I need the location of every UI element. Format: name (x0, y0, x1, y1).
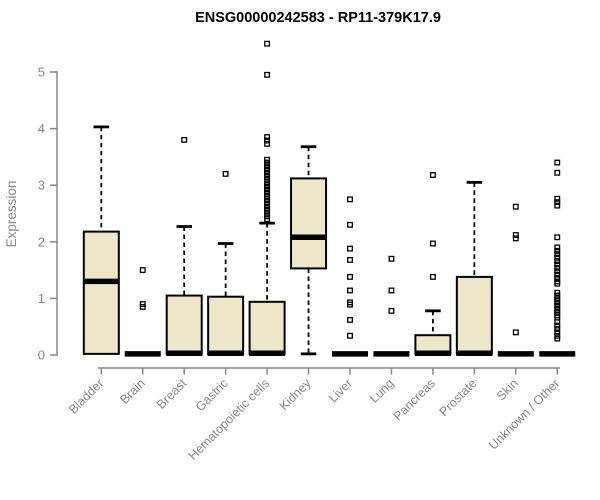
outlier-point (554, 335, 561, 342)
boxplot-kidney (290, 145, 328, 356)
boxplot-breast (165, 136, 203, 357)
boxplot-brain (124, 267, 161, 357)
y-axis-label: Expression (4, 181, 19, 248)
outlier-point (554, 202, 561, 209)
y-tick-label: 4 (38, 121, 45, 136)
outlier-point (264, 71, 271, 78)
outlier-point (554, 319, 561, 326)
y-tick-label: 5 (38, 65, 45, 80)
boxplot-hematopoietic-cells (248, 40, 286, 357)
outlier-point (347, 316, 353, 323)
box (248, 300, 286, 355)
outlier-point (512, 329, 519, 336)
outlier-point (554, 322, 561, 329)
outlier-point (264, 40, 271, 47)
outlier-point (139, 267, 146, 274)
outlier-point (347, 273, 353, 280)
outlier-point (554, 195, 561, 202)
x-tick-label-gastric: Gastric (193, 376, 231, 414)
plot-area: 0 1 2 3 4 5 Bladder Brain Breast GastricHematopoi… (38, 40, 576, 463)
x-tick-label-lung: Lung (367, 376, 397, 406)
chart-title: ENSG00000242583 - RP11-379K17.9 (195, 10, 441, 26)
outlier-point (347, 221, 353, 228)
boxplot-skin (497, 203, 534, 357)
outlier-point (347, 287, 353, 294)
outlier-point (554, 169, 561, 176)
boxplot-prostate (455, 180, 493, 357)
boxplot-lung (373, 255, 410, 357)
x-tick-label-liver: Liver (326, 376, 355, 405)
boxplot-liver (332, 196, 368, 357)
y-axis: 0 1 2 3 4 5 (38, 65, 58, 363)
outlier-point (554, 254, 561, 261)
outlier-point (554, 264, 561, 271)
outlier-point (512, 203, 519, 210)
outlier-point (264, 134, 271, 141)
x-tick-label-breast: Breast (154, 376, 190, 412)
outlier-point (388, 287, 395, 294)
outlier-point (554, 199, 561, 206)
box (82, 230, 120, 355)
outlier-point (429, 240, 436, 247)
outlier-point (347, 196, 353, 203)
boxplot-unknown-other (539, 159, 576, 357)
x-tick-label-bladder: Bladder (66, 376, 106, 416)
y-tick-label: 1 (38, 291, 45, 306)
outlier-point (554, 159, 561, 166)
outlier-point (264, 137, 271, 144)
outlier-point (347, 256, 353, 263)
outlier-point (347, 301, 353, 308)
x-tick-label-brain: Brain (117, 376, 148, 407)
box (165, 294, 203, 355)
outlier-point (554, 280, 561, 287)
outlier-point (554, 261, 561, 268)
x-tick-label-prostate: Prostate (437, 376, 480, 419)
outlier-point (429, 273, 436, 280)
outlier-point (554, 244, 561, 251)
box (207, 295, 245, 355)
outlier-point (388, 255, 395, 262)
y-tick-label: 2 (38, 234, 45, 249)
outlier-point (139, 303, 146, 310)
outlier-point (264, 140, 271, 147)
outlier-point (512, 235, 519, 242)
x-tick-label-unknown-other: Unknown / Other (486, 376, 562, 452)
outlier-point (554, 271, 561, 278)
x-tick-label-pancreas: Pancreas (391, 376, 438, 423)
outlier-point (264, 216, 271, 223)
outlier-point (181, 136, 188, 143)
box (290, 177, 328, 270)
boxplot-bladder (82, 125, 120, 355)
y-tick-label: 3 (38, 178, 45, 193)
outlier-point (512, 232, 519, 238)
x-tick-label-hematopoietic-cells: Hematopoietic cells (186, 376, 273, 463)
outlier-point (554, 329, 561, 336)
outlier-point (554, 268, 561, 275)
outlier-point (554, 258, 561, 264)
outlier-point (222, 170, 229, 177)
outlier-point (429, 172, 436, 178)
outlier-point (554, 234, 561, 241)
outlier-point (554, 251, 561, 258)
boxplot-pancreas (414, 172, 452, 357)
y-tick-label: 0 (38, 348, 45, 363)
x-tick-label-kidney: Kidney (277, 376, 314, 413)
outlier-point (554, 326, 561, 332)
boxplot-gastric (207, 170, 245, 357)
outlier-point (554, 275, 561, 281)
box (455, 275, 493, 355)
x-tick-label-skin: Skin (494, 376, 521, 403)
outlier-point (554, 247, 561, 254)
outlier-point (347, 245, 353, 252)
outlier-point (347, 332, 353, 339)
outlier-point (388, 307, 395, 314)
